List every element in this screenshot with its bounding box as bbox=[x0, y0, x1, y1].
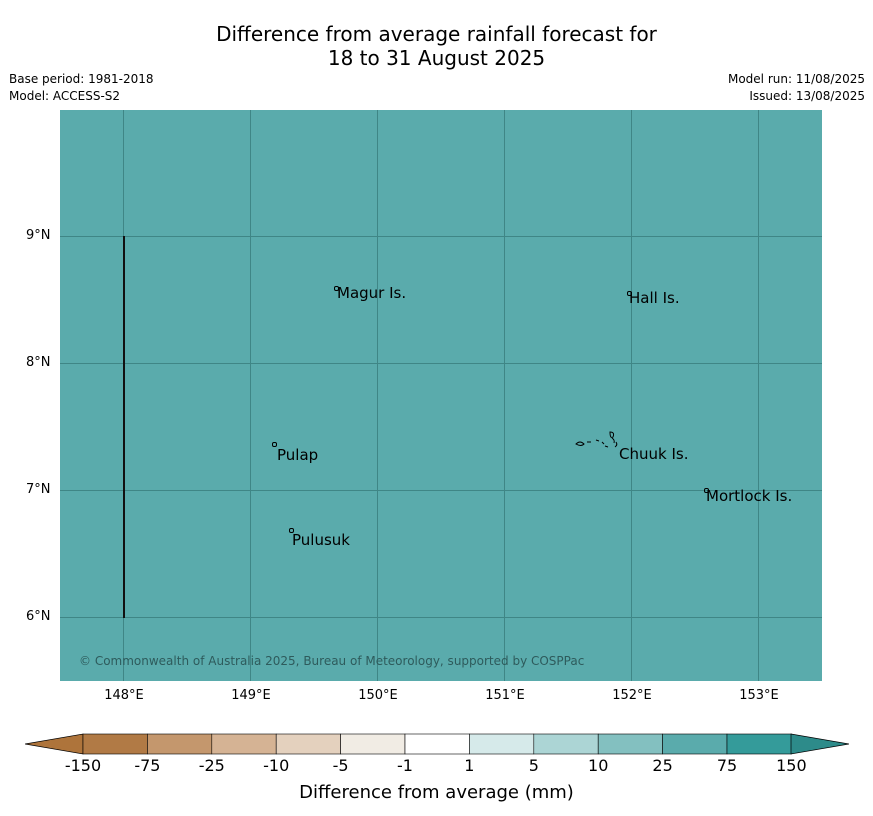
label-mortlock: Mortlock Is. bbox=[706, 487, 793, 505]
gridline-lat-7 bbox=[60, 490, 822, 491]
colorbar-segment bbox=[82, 733, 148, 755]
colorbar-segment bbox=[211, 733, 277, 755]
lat-label-6: 6°N bbox=[26, 609, 51, 624]
colorbar-segment bbox=[726, 733, 792, 755]
issued-date: Issued: 13/08/2025 bbox=[749, 89, 865, 103]
colorbar-tick-label: 10 bbox=[588, 756, 609, 775]
colorbar-extend-high bbox=[790, 733, 849, 755]
gridline-lat-8 bbox=[60, 363, 822, 364]
lon-label-151: 151°E bbox=[485, 688, 525, 703]
title-line-2: 18 to 31 August 2025 bbox=[327, 46, 546, 70]
boundary-line bbox=[123, 236, 125, 618]
lon-label-150: 150°E bbox=[358, 688, 398, 703]
colorbar-segment bbox=[469, 733, 535, 755]
lon-label-153: 153°E bbox=[739, 688, 779, 703]
colorbar-tick-label: -75 bbox=[134, 756, 161, 775]
colorbar-tick-label: 25 bbox=[652, 756, 673, 775]
colorbar-segment bbox=[404, 733, 470, 755]
gridline-lon-150 bbox=[377, 110, 378, 681]
colorbar-segment bbox=[662, 733, 728, 755]
colorbar-tick-label: 150 bbox=[776, 756, 807, 775]
label-chuuk: Chuuk Is. bbox=[619, 445, 689, 463]
title-line-1: Difference from average rainfall forecas… bbox=[216, 22, 657, 46]
colorbar-tick-label: 5 bbox=[528, 756, 539, 775]
gridline-lat-9 bbox=[60, 236, 822, 237]
colorbar bbox=[25, 733, 849, 755]
lon-label-152: 152°E bbox=[612, 688, 652, 703]
model-run: Model run: 11/08/2025 bbox=[727, 72, 865, 86]
model-name: Model: ACCESS-S2 bbox=[9, 89, 121, 103]
island-pulusuk bbox=[289, 528, 294, 533]
colorbar-tick-label: 75 bbox=[716, 756, 738, 775]
label-magur: Magur Is. bbox=[337, 284, 407, 302]
meta-right: Model run: 11/08/2025 Issued: 13/08/2025 bbox=[728, 71, 865, 105]
gridline-lon-151 bbox=[504, 110, 505, 681]
colorbar-tick-label: -5 bbox=[332, 756, 349, 775]
colorbar-segment bbox=[147, 733, 213, 755]
island-pulap bbox=[272, 442, 277, 447]
gridline-lon-152 bbox=[631, 110, 632, 681]
map-title: Difference from average rainfall forecas… bbox=[0, 22, 873, 70]
label-pulap: Pulap bbox=[277, 446, 319, 464]
colorbar-tick-label: -1 bbox=[397, 756, 413, 775]
colorbar-segment bbox=[533, 733, 599, 755]
colorbar-tick-label: -10 bbox=[263, 756, 290, 775]
colorbar-segment bbox=[597, 733, 663, 755]
lat-label-8: 8°N bbox=[26, 355, 51, 370]
colorbar-segment bbox=[275, 733, 341, 755]
gridline-lon-149 bbox=[250, 110, 251, 681]
copyright-notice: © Commonwealth of Australia 2025, Bureau… bbox=[79, 654, 585, 668]
base-period: Base period: 1981-2018 bbox=[9, 72, 154, 86]
label-pulusuk: Pulusuk bbox=[292, 531, 350, 549]
island-magur bbox=[334, 286, 339, 291]
colorbar-label: Difference from average (mm) bbox=[299, 782, 574, 803]
island-hall bbox=[627, 291, 632, 296]
lon-label-149: 149°E bbox=[231, 688, 271, 703]
colorbar-tick-label: 1 bbox=[464, 756, 475, 775]
lat-label-7: 7°N bbox=[26, 482, 51, 497]
forecast-map: Magur Is. Hall Is. Pulap Chuuk Is. Mortl… bbox=[60, 110, 822, 681]
lat-label-9: 9°N bbox=[26, 228, 51, 243]
meta-left: Base period: 1981-2018 Model: ACCESS-S2 bbox=[9, 71, 154, 105]
colorbar-segment bbox=[340, 733, 406, 755]
gridline-lat-6 bbox=[60, 617, 822, 618]
lon-label-148: 148°E bbox=[104, 688, 144, 703]
chuuk-lagoon-islands bbox=[575, 431, 618, 448]
colorbar-extend-low bbox=[25, 733, 84, 755]
gridline-lon-153 bbox=[758, 110, 759, 681]
colorbar-tick-label: -150 bbox=[64, 756, 102, 775]
label-hall: Hall Is. bbox=[629, 289, 680, 307]
colorbar-tick-label: -25 bbox=[198, 756, 225, 775]
island-mortlock bbox=[704, 488, 709, 493]
